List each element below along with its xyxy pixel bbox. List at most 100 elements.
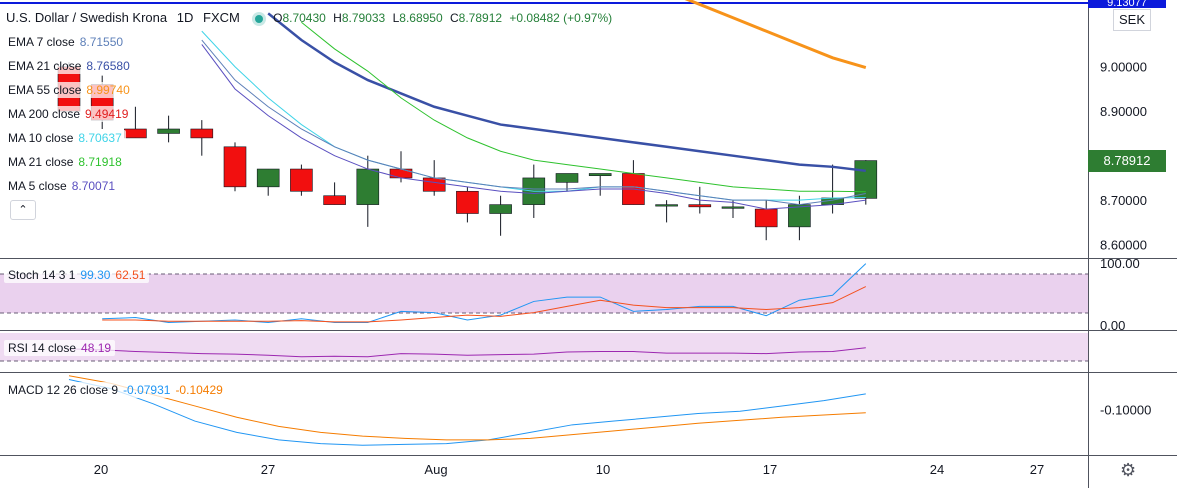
stoch-d-line xyxy=(102,286,867,323)
change-value: +0.08482 (+0.97%) xyxy=(509,11,613,25)
open-value: 8.70430 xyxy=(282,11,326,25)
indicator-ma200[interactable]: MA 200 close 9.49419 xyxy=(4,106,133,122)
indicator-value: 8.70637 xyxy=(78,131,122,145)
macd-label: MACD 12 26 close 9 xyxy=(8,383,119,397)
indicator-value: 9.49419 xyxy=(85,107,129,121)
price-tick-label: 8.70000 xyxy=(1100,193,1147,208)
rsi-value: 48.19 xyxy=(81,341,112,355)
indicator-label: EMA 21 close xyxy=(8,59,82,73)
ma5-line xyxy=(201,44,866,210)
candle-body xyxy=(356,168,380,205)
ohlc-values: O8.70430 H8.79033 L8.68950 C8.78912 +0.0… xyxy=(273,11,612,25)
candle-body xyxy=(256,168,280,188)
indicator-label: EMA 7 close xyxy=(8,35,75,49)
ma21-line xyxy=(301,21,866,193)
stoch-d-value: 62.51 xyxy=(115,268,146,282)
macd-value: -0.07931 xyxy=(123,383,171,397)
exchange-label: FXCM xyxy=(203,10,240,25)
indicator-ema55[interactable]: EMA 55 close 8.99740 xyxy=(4,82,134,98)
time-tick-label: 20 xyxy=(94,462,108,477)
candle-body xyxy=(655,204,678,207)
interval-label[interactable]: 1D xyxy=(176,10,194,25)
indicator-value: 8.76580 xyxy=(86,59,130,73)
indicator-value: 8.99740 xyxy=(86,83,130,97)
indicator-ema21[interactable]: EMA 21 close 8.76580 xyxy=(4,58,134,74)
candle-body xyxy=(721,206,745,209)
candle-body xyxy=(588,173,612,177)
indicator-label: MA 21 close xyxy=(8,155,74,169)
stoch-k-value: 99.30 xyxy=(80,268,111,282)
market-status-icon xyxy=(255,14,264,23)
time-tick-label: 17 xyxy=(763,462,777,477)
stoch-band xyxy=(0,274,1088,313)
indicator-ma10[interactable]: MA 10 close 8.70637 xyxy=(4,130,126,146)
settings-gear-icon[interactable]: ⚙ xyxy=(1120,460,1137,480)
low-label: L xyxy=(392,11,400,25)
indicator-label: MA 5 close xyxy=(8,179,67,193)
indicator-label: EMA 55 close xyxy=(8,83,82,97)
candle-body xyxy=(688,204,712,208)
candle-body xyxy=(157,128,180,134)
indicator-ma21[interactable]: MA 21 close 8.71918 xyxy=(4,154,126,170)
stoch-label: Stoch 14 3 1 xyxy=(8,268,76,282)
close-label: C xyxy=(450,11,459,25)
candle-body xyxy=(190,128,214,139)
time-tick-label: 10 xyxy=(596,462,610,477)
indicator-label: MA 10 close xyxy=(8,131,74,145)
currency-button[interactable]: SEK xyxy=(1113,9,1151,31)
time-tick-label: 27 xyxy=(261,462,275,477)
stoch-legend[interactable]: Stoch 14 3 1 99.30 62.51 xyxy=(4,267,150,283)
candle-body xyxy=(854,160,878,199)
macd-tick-label: -0.10000 xyxy=(1100,403,1151,418)
last-price-badge: 8.78912 xyxy=(1088,150,1166,172)
candle-body xyxy=(555,173,579,183)
top-price-badge: 9.13077 xyxy=(1088,0,1166,8)
ema55-line xyxy=(684,0,867,70)
chevron-up-icon: ⌃ xyxy=(18,204,28,216)
candle-body xyxy=(124,128,147,139)
indicator-label: MA 200 close xyxy=(8,107,81,121)
symbol-title[interactable]: U.S. Dollar / Swedish Krona xyxy=(6,10,168,25)
indicator-ma5[interactable]: MA 5 close 8.70071 xyxy=(4,178,120,194)
stoch-tick-label: 100.00 xyxy=(1100,256,1140,271)
candle-body xyxy=(323,195,346,205)
price-tick-label: 8.90000 xyxy=(1100,104,1147,119)
candle-body xyxy=(754,208,778,228)
indicator-value: 8.71918 xyxy=(78,155,122,169)
ema21-line xyxy=(267,12,866,173)
low-value: 8.68950 xyxy=(399,11,443,25)
time-tick-label: 24 xyxy=(930,462,944,477)
indicator-value: 8.71550 xyxy=(79,35,124,49)
price-tick-label: 8.60000 xyxy=(1100,238,1147,253)
candle-body xyxy=(788,204,811,228)
candle-body xyxy=(456,190,479,214)
macd-line xyxy=(68,379,866,446)
rsi-band xyxy=(0,333,1088,361)
candle-body xyxy=(422,177,446,192)
candle-body xyxy=(290,168,313,192)
time-tick-label: 27 xyxy=(1030,462,1044,477)
macd-signal-value: -0.10429 xyxy=(175,383,223,397)
indicator-value: 8.70071 xyxy=(71,179,116,193)
ema7-line xyxy=(201,39,866,206)
price-tick-label: 9.00000 xyxy=(1100,60,1147,75)
high-label: H xyxy=(333,11,342,25)
rsi-line xyxy=(68,347,866,358)
high-value: 8.79033 xyxy=(341,11,386,25)
stoch-tick-label: 0.00 xyxy=(1100,318,1125,333)
time-tick-label: Aug xyxy=(424,462,447,477)
candle-body xyxy=(223,146,247,188)
symbol-header: U.S. Dollar / Swedish Krona 1D FXCM O8.7… xyxy=(6,10,618,25)
macd-legend[interactable]: MACD 12 26 close 9 -0.07931 -0.10429 xyxy=(4,382,227,398)
rsi-label: RSI 14 close xyxy=(8,341,77,355)
candle-body xyxy=(489,204,512,214)
collapse-legend-button[interactable]: ⌃ xyxy=(10,200,36,220)
open-label: O xyxy=(273,11,283,25)
indicator-ema7[interactable]: EMA 7 close 8.71550 xyxy=(4,34,128,50)
close-value: 8.78912 xyxy=(458,11,503,25)
candle-body xyxy=(389,168,413,179)
macd-signal-line xyxy=(68,375,866,441)
rsi-legend[interactable]: RSI 14 close 48.19 xyxy=(4,340,116,356)
